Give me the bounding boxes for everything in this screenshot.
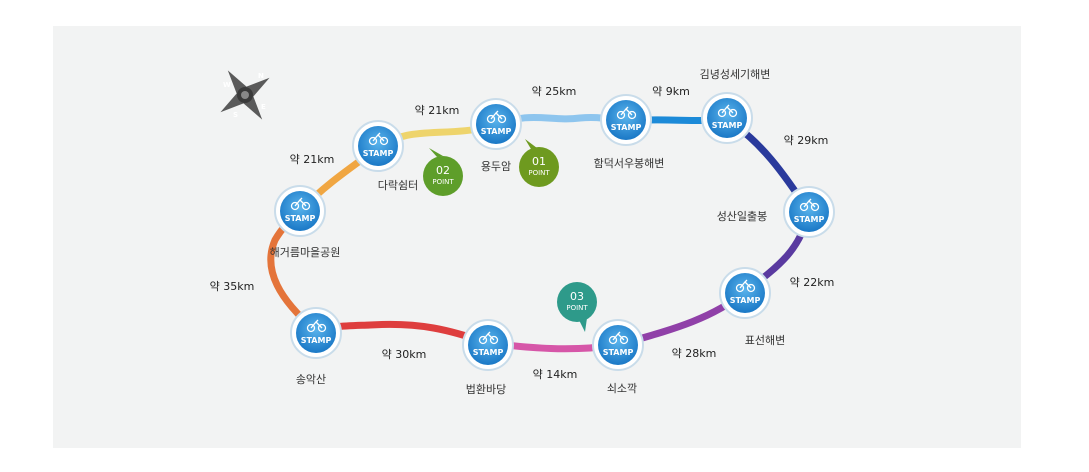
- point-bubble: [423, 156, 463, 196]
- point-word: POINT: [432, 178, 454, 186]
- distance-label: 약 25km: [532, 84, 577, 98]
- stamp-label: STAMP: [301, 336, 332, 345]
- point-bubble: [557, 282, 597, 322]
- distance-label: 약 22km: [790, 275, 835, 289]
- station-name: 함덕서우봉해변: [594, 156, 665, 170]
- stamp-s3[interactable]: STAMP: [470, 98, 522, 150]
- station-name: 성산일출봉: [717, 209, 768, 223]
- stamp-label: STAMP: [712, 121, 743, 130]
- point-number: 02: [436, 164, 450, 177]
- distance-label: 약 21km: [415, 103, 460, 117]
- bicycle-icon: [486, 110, 507, 124]
- compass-e: E: [261, 103, 266, 111]
- distance-label: 약 29km: [784, 133, 829, 147]
- map-panel: [53, 26, 1021, 448]
- point-number: 01: [532, 155, 546, 168]
- bicycle-icon: [368, 132, 389, 146]
- bicycle-icon: [616, 106, 637, 120]
- station-name: 법환바당: [466, 383, 506, 396]
- stamp-label: STAMP: [603, 348, 634, 357]
- station-name: 해거름마을공원: [270, 245, 341, 259]
- bicycle-icon: [799, 198, 820, 212]
- point-number: 03: [570, 290, 584, 303]
- stamp-s9[interactable]: STAMP: [462, 319, 514, 371]
- bicycle-icon: [717, 104, 738, 118]
- station-name: 용두암: [481, 160, 511, 173]
- stamp-label: STAMP: [730, 296, 761, 305]
- compass-icon: N E S W: [220, 70, 270, 120]
- stamp-s8[interactable]: STAMP: [592, 319, 644, 371]
- bicycle-icon: [306, 319, 327, 333]
- point-bubble: [519, 147, 559, 187]
- station-name: 김녕성세기해변: [700, 67, 771, 81]
- distance-label: 약 21km: [290, 152, 335, 166]
- stamp-s4[interactable]: STAMP: [600, 94, 652, 146]
- station-name: 다락쉼터: [378, 179, 418, 192]
- bicycle-icon: [290, 197, 311, 211]
- bicycle-icon: [735, 279, 756, 293]
- point-marker-02[interactable]: 02 POINT: [423, 148, 463, 196]
- point-marker-01[interactable]: 01 POINT: [519, 139, 559, 187]
- compass-s: S: [233, 111, 238, 119]
- distance-label: 약 35km: [210, 279, 255, 293]
- distance-label: 약 30km: [382, 347, 427, 361]
- station-name: 송악산: [296, 373, 326, 386]
- distance-label: 약 14km: [533, 367, 578, 381]
- stamp-s10[interactable]: STAMP: [290, 307, 342, 359]
- stamp-label: STAMP: [481, 127, 512, 136]
- stamp-s6[interactable]: STAMP: [783, 186, 835, 238]
- stamp-label: STAMP: [363, 149, 394, 158]
- stamp-s5[interactable]: STAMP: [701, 92, 753, 144]
- stamp-label: STAMP: [611, 123, 642, 132]
- bicycle-icon: [608, 331, 629, 345]
- stamp-s1[interactable]: STAMP: [274, 185, 326, 237]
- station-name: 표선해변: [745, 333, 785, 347]
- point-word: POINT: [528, 169, 550, 177]
- distance-label: 약 9km: [652, 84, 690, 98]
- point-marker-03[interactable]: 03 POINT: [557, 282, 597, 332]
- stamp-label: STAMP: [794, 215, 825, 224]
- station-name: 쇠소깍: [607, 382, 637, 395]
- stamp-s2[interactable]: STAMP: [352, 120, 404, 172]
- bicycle-icon: [478, 331, 499, 345]
- compass-n: N: [258, 72, 264, 80]
- distance-label: 약 28km: [672, 346, 717, 360]
- point-word: POINT: [566, 304, 588, 312]
- stamp-s7[interactable]: STAMP: [719, 267, 771, 319]
- stamp-label: STAMP: [473, 348, 504, 357]
- compass-w: W: [223, 81, 231, 89]
- stamp-label: STAMP: [285, 214, 316, 223]
